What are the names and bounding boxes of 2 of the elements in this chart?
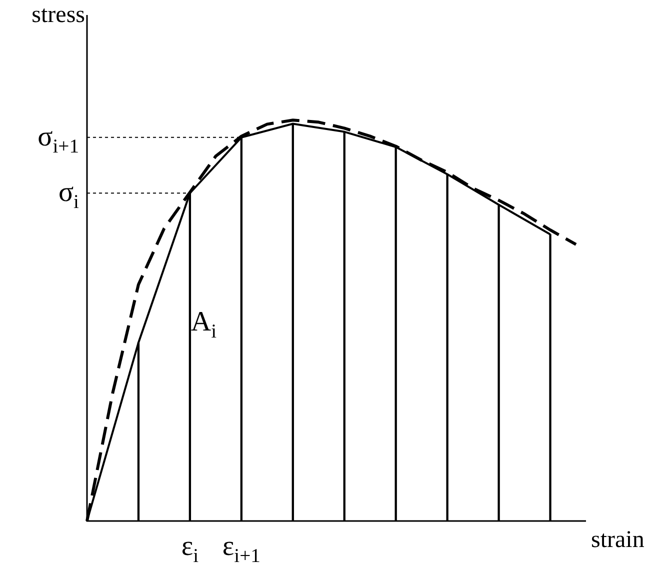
x-axis-title: strain	[591, 527, 644, 553]
y-axis-title: stress	[32, 2, 86, 28]
